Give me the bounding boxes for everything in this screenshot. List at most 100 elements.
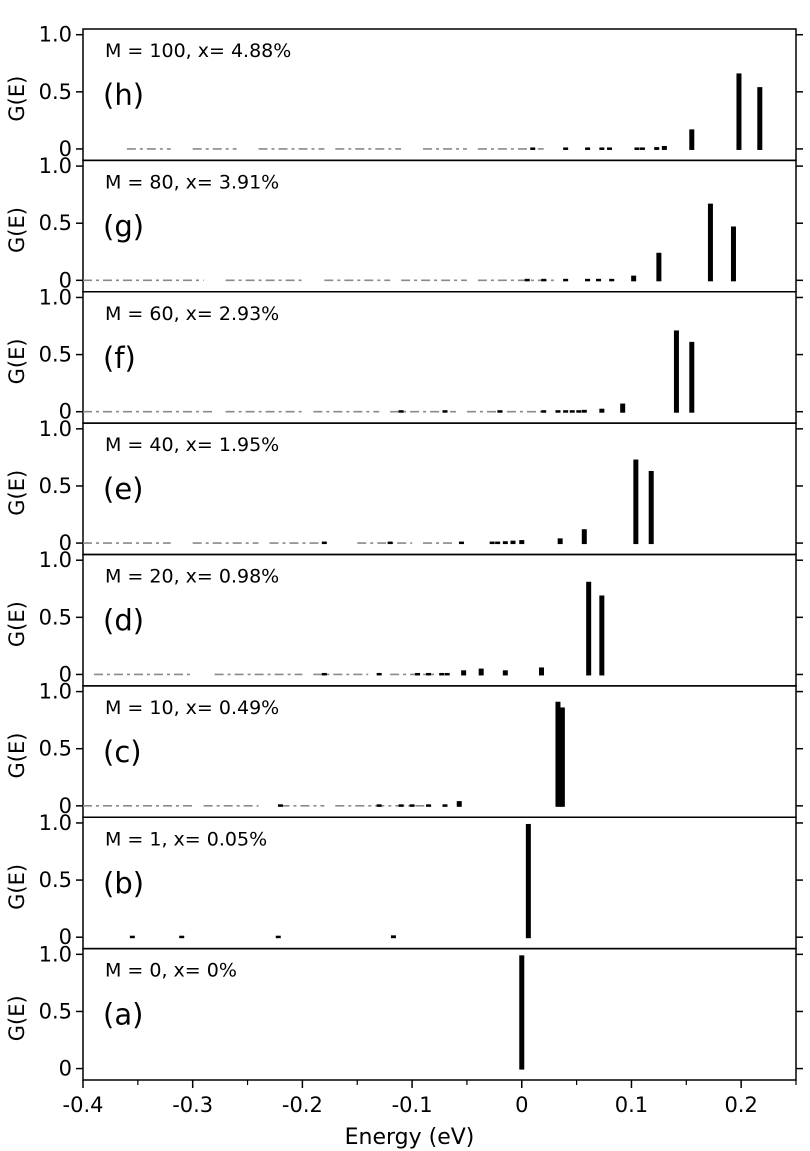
panel-label: (a) xyxy=(103,998,143,1032)
peak-bar xyxy=(599,147,605,150)
peak-bar xyxy=(541,278,547,282)
peak-bar xyxy=(661,145,667,150)
panel-annotation: M = 20, x= 0.98% xyxy=(105,566,279,588)
peak-bar xyxy=(639,147,645,150)
y-tick-label: 0.5 xyxy=(39,868,72,892)
y-tick-label: 0.5 xyxy=(39,80,72,104)
y-tick-label: 1.0 xyxy=(39,942,72,966)
peak-bar xyxy=(539,667,545,676)
peak-bar xyxy=(620,403,626,413)
y-tick-label: 1.0 xyxy=(39,548,72,572)
y-tick-label: 0 xyxy=(59,1057,72,1081)
x-tick-label: -0.2 xyxy=(282,1093,323,1117)
peak-bar xyxy=(563,278,569,282)
panel-annotation: M = 100, x= 4.88% xyxy=(105,40,291,62)
peak-bar xyxy=(415,672,421,676)
y-tick-label: 0 xyxy=(59,400,72,424)
y-tick-label: 1.0 xyxy=(39,680,72,704)
y-tick-label: 0.5 xyxy=(39,999,72,1023)
y-tick-label: 1.0 xyxy=(39,417,72,441)
panel-frame xyxy=(82,947,797,1081)
panel-label: (d) xyxy=(103,604,144,638)
peak-bar xyxy=(585,278,591,282)
peak-bar xyxy=(581,409,587,413)
peak-bar xyxy=(444,672,450,676)
panel-h: 0 0.5 1.0 G(E) M = 100, x= 4.88% (h) xyxy=(5,23,803,162)
y-tick-label: 0 xyxy=(59,662,72,686)
peak-bar xyxy=(321,672,327,676)
peak-bar xyxy=(525,823,531,939)
peak-bar xyxy=(656,252,662,282)
peak-bar xyxy=(497,410,503,413)
y-tick-label: 1.0 xyxy=(39,23,72,47)
y-axis-label: G(E) xyxy=(5,76,29,122)
y-axis-label: G(E) xyxy=(5,470,29,516)
peak-bar xyxy=(569,410,575,413)
peak-bar xyxy=(730,226,736,282)
y-tick-label: 0.5 xyxy=(39,737,72,761)
peak-bar xyxy=(426,672,432,676)
peak-bar xyxy=(757,87,763,150)
peak-bar xyxy=(581,529,587,545)
peak-bar xyxy=(599,408,605,413)
peak-bar xyxy=(586,581,592,676)
peak-bar xyxy=(442,410,448,413)
peak-bar xyxy=(277,804,283,807)
peak-bar xyxy=(510,540,516,545)
x-tick-label: -0.3 xyxy=(172,1093,213,1117)
y-tick-label: 0 xyxy=(59,268,72,292)
panels-layer: 0 0.5 1.0 G(E) M = 100, x= 4.88% (h) 0 0.5 1.0 G(… xyxy=(5,23,803,1081)
peak-bar xyxy=(689,341,695,413)
y-tick-label: 0.5 xyxy=(39,474,72,498)
panel-annotation: M = 80, x= 3.91% xyxy=(105,171,279,193)
peak-bar xyxy=(557,538,563,545)
peak-bar xyxy=(585,147,591,150)
peak-bar xyxy=(478,668,484,676)
panel-a: 0 0.5 1.0 G(E) M = 0, x= 0% (a) xyxy=(5,942,803,1081)
peak-bar xyxy=(398,804,404,807)
peak-bar xyxy=(376,672,382,676)
y-tick-label: 1.0 xyxy=(39,285,72,309)
panel-b: 0 0.5 1.0 G(E) M = 1, x= 0.05% (b) xyxy=(5,811,803,950)
peak-bar xyxy=(398,410,404,413)
y-axis-label: G(E) xyxy=(5,207,29,253)
panel-label: (h) xyxy=(103,78,144,112)
panel-d: 0 0.5 1.0 G(E) M = 20, x= 0.98% (d) xyxy=(5,548,803,687)
peak-bar xyxy=(519,540,525,545)
peak-bar xyxy=(502,670,508,676)
peak-bar xyxy=(736,73,742,150)
peak-bar xyxy=(576,410,582,413)
peak-bar xyxy=(596,278,602,282)
peak-bar xyxy=(489,541,495,545)
y-tick-label: 1.0 xyxy=(39,154,72,178)
peak-bar xyxy=(707,203,713,282)
peak-bar xyxy=(648,470,654,545)
x-tick-label: 0.2 xyxy=(724,1093,757,1117)
peak-bar xyxy=(495,541,501,545)
peak-bar xyxy=(563,147,569,150)
peak-bar xyxy=(376,804,382,807)
panel-annotation: M = 60, x= 2.93% xyxy=(105,303,279,325)
panel-c: 0 0.5 1.0 G(E) M = 10, x= 0.49% (c) xyxy=(5,680,803,818)
y-tick-label: 0 xyxy=(59,925,72,949)
panel-e: 0 0.5 1.0 G(E) M = 40, x= 1.95% (e) xyxy=(5,417,803,556)
peak-bar xyxy=(442,804,448,807)
peak-bar xyxy=(524,278,530,282)
x-axis-label: Energy (eV) xyxy=(345,1125,475,1150)
x-tick-label: 0 xyxy=(515,1093,528,1117)
peak-bar xyxy=(654,147,660,150)
peak-bar xyxy=(439,672,445,676)
panel-f: 0 0.5 1.0 G(E) M = 60, x= 2.93% (f) xyxy=(5,285,803,424)
y-tick-label: 1.0 xyxy=(39,811,72,835)
y-tick-label: 0.5 xyxy=(39,211,72,235)
peak-bar xyxy=(321,541,327,545)
y-tick-label: 0 xyxy=(59,794,72,818)
peak-bar xyxy=(559,707,565,807)
peak-bar xyxy=(530,147,536,150)
peak-bar xyxy=(461,670,467,676)
panel-annotation: M = 10, x= 0.49% xyxy=(105,697,279,719)
peak-bar xyxy=(673,330,679,413)
y-tick-label: 0.5 xyxy=(39,605,72,629)
panel-label: (c) xyxy=(103,735,142,769)
